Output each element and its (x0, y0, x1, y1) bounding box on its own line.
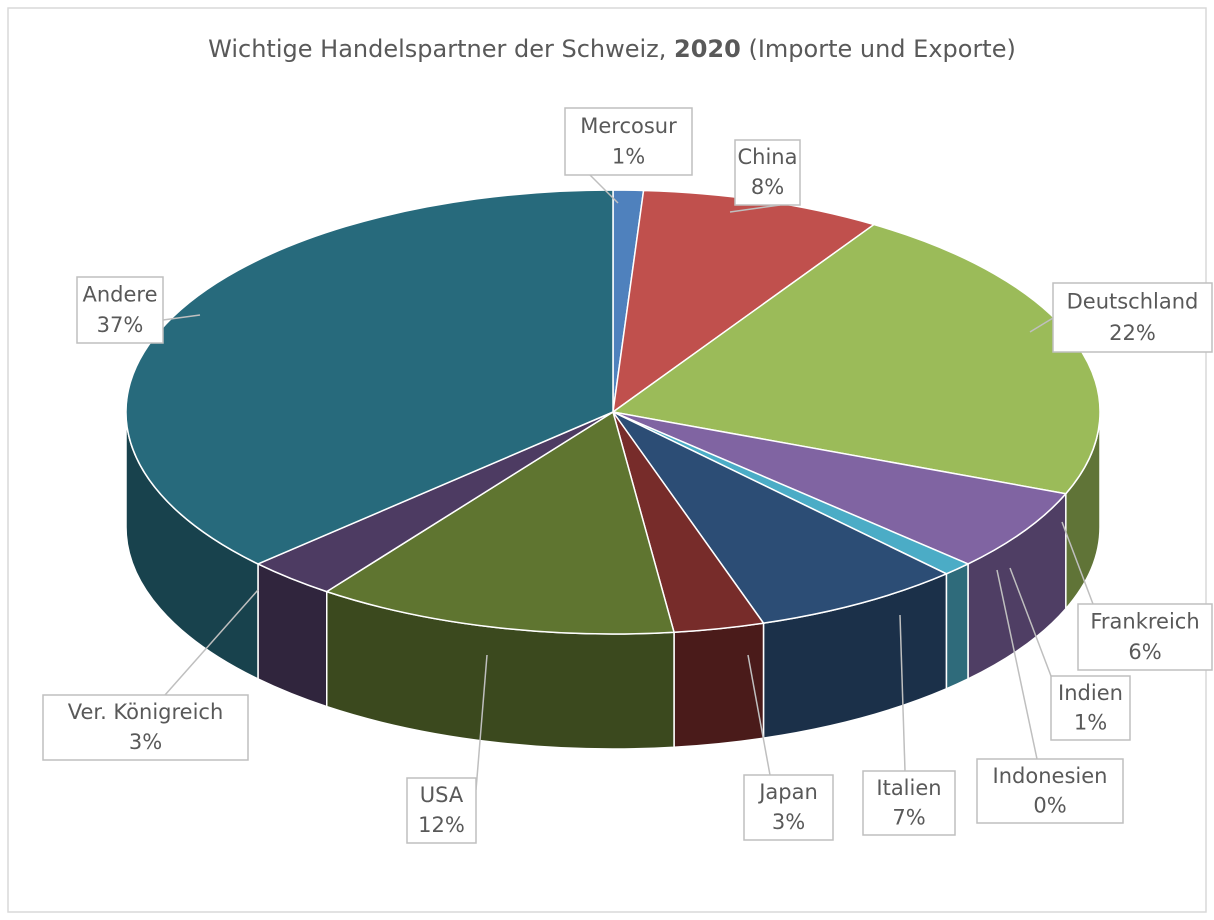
leader-line (1029, 317, 1054, 333)
leader-line (589, 174, 619, 204)
slice-label: Deutschland (1067, 289, 1199, 313)
value-label: 3% (772, 810, 805, 834)
leader-line (164, 589, 259, 696)
chart-title: Wichtige Handelspartner der Schweiz, 202… (208, 35, 1016, 63)
slice-label: China (738, 145, 798, 169)
leader-line (162, 314, 201, 321)
leader-line (475, 654, 488, 791)
leader-line (1061, 521, 1094, 605)
value-label: 12% (418, 813, 465, 837)
label-box (564, 107, 693, 176)
slice-label: USA (420, 783, 464, 807)
title-part: (Importe und Exporte) (741, 35, 1016, 63)
slice-label: Andere (82, 282, 157, 306)
label-box (734, 139, 801, 206)
slice-label: Ver. Königreich (68, 700, 224, 724)
leader-line (996, 569, 1038, 760)
value-label: 1% (612, 145, 645, 169)
slice-side (673, 622, 765, 749)
slice (612, 411, 1068, 565)
slice-label: Italien (876, 776, 941, 800)
slice-label: Indien (1058, 681, 1123, 705)
label-box (1052, 282, 1213, 353)
slice (612, 411, 949, 624)
label-box (976, 758, 1124, 824)
value-label: 0% (1033, 793, 1066, 817)
value-label: 6% (1128, 640, 1161, 664)
slice (325, 410, 676, 635)
leader-line (747, 654, 771, 776)
title-part: Wichtige Handelspartner der Schweiz, (208, 35, 674, 63)
slice-side (945, 562, 969, 690)
label-box (76, 276, 164, 344)
leader-line (729, 204, 781, 213)
label-box (743, 774, 834, 841)
label-box (1050, 675, 1131, 741)
slice-label: Indonesien (993, 764, 1108, 788)
label-box (406, 777, 477, 844)
title-year: 2020 (674, 35, 741, 63)
value-label: 8% (751, 175, 784, 199)
label-box (1077, 603, 1213, 671)
slice-label: Mercosur (580, 114, 677, 138)
label-box (42, 694, 249, 761)
value-label: 7% (892, 805, 925, 829)
leader-line (899, 614, 906, 772)
slice (125, 189, 614, 565)
label-box (862, 770, 956, 836)
value-label: 1% (1074, 710, 1107, 734)
slice-label: Japan (757, 780, 818, 804)
slice-label: Frankreich (1090, 609, 1199, 633)
leader-line (1009, 567, 1052, 677)
value-label: 3% (129, 730, 162, 754)
value-label: 22% (1109, 321, 1156, 345)
value-label: 37% (97, 313, 144, 337)
